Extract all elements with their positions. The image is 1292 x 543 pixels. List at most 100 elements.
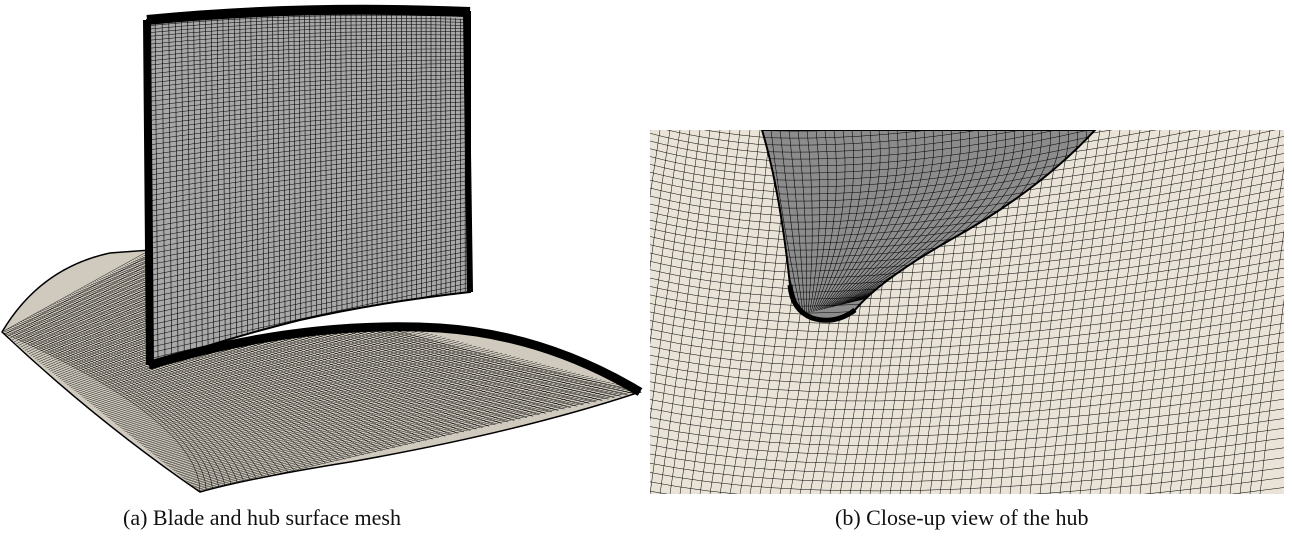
hub-mesh-lines	[2, 250, 640, 492]
hub-pitchwise-line	[158, 361, 533, 460]
closeup-mesh-column	[1009, 130, 1061, 494]
closeup-mesh-column	[1059, 130, 1111, 494]
hub-streamwise-line	[69, 295, 402, 447]
closeup-mesh-column	[719, 130, 771, 494]
hub-pitchwise-line	[143, 350, 494, 447]
hub-pitchwise-line	[168, 368, 559, 468]
blade-chordwise-line	[147, 163, 470, 207]
closeup-blade-line	[820, 130, 881, 310]
closeup-mesh-column	[669, 130, 721, 494]
blade-chordwise-line	[147, 137, 470, 176]
blade-chordwise-line	[147, 264, 470, 332]
hub-pitchwise-line	[183, 378, 598, 480]
blade-chordwise-line	[147, 146, 470, 186]
blade-chordwise-line	[147, 70, 470, 93]
hub-pitchwise-line	[2, 250, 151, 333]
hub-streamwise-line	[29, 316, 282, 474]
hub-streamwise-line	[16, 323, 245, 483]
blade-spanwise-line	[193, 15, 197, 357]
closeup-mesh-row	[650, 295, 1284, 341]
closeup-blade-line	[797, 130, 807, 314]
closeup-mesh-column	[650, 130, 701, 494]
blade-spanwise-line	[272, 9, 275, 339]
hub-pitchwise-line	[178, 375, 585, 476]
hub-pitchwise-line	[199, 389, 640, 492]
hub-pitchwise-line	[142, 349, 490, 446]
closeup-mesh-column	[650, 130, 661, 198]
hub-pitchwise-line	[173, 371, 572, 472]
blade-chordwise-line	[147, 268, 470, 338]
blade-spanwise-line	[410, 12, 413, 306]
blade-chordwise-line	[147, 133, 470, 171]
hub-streamwise-line	[6, 329, 213, 490]
blade-chordwise-line	[147, 78, 470, 102]
closeup-mesh-row	[650, 231, 1284, 283]
blade-spanwise-line	[330, 9, 333, 326]
hub-dense-band	[148, 322, 643, 396]
hub-streamwise-line	[67, 296, 395, 448]
closeup-mesh-column	[1159, 130, 1211, 494]
hub-streamwise-line	[4, 330, 207, 491]
closeup-blade-line	[827, 130, 917, 309]
figure-panel-a	[0, 0, 645, 500]
blade-spanwise-line	[174, 17, 179, 361]
closeup-mesh-column	[1209, 130, 1261, 494]
closeup-mesh-row	[650, 323, 1284, 367]
hub-streamwise-line	[8, 328, 220, 488]
blade-chordwise-line	[147, 105, 470, 136]
closeup-blade-line	[835, 130, 961, 307]
blade-chordwise-line	[147, 180, 470, 228]
closeup-blade-line	[825, 130, 908, 309]
closeup-mesh-row	[650, 341, 1284, 384]
blade-chordwise-line	[147, 142, 470, 181]
hub-pitchwise-line	[153, 357, 520, 456]
blade-chordwise-line	[147, 81, 470, 107]
blade-spanwise-line	[216, 13, 220, 352]
closeup-mesh-column	[709, 130, 761, 494]
blade-chordwise-line	[147, 259, 470, 326]
blade-spanwise-line	[350, 9, 353, 321]
hub-streamwise-line	[31, 315, 289, 473]
closeup-mesh-row	[650, 437, 1284, 473]
hub-pitchwise-line	[185, 379, 602, 481]
closeup-blade-row	[762, 130, 1095, 167]
hub-pitchwise-line	[120, 334, 433, 428]
blade-spanwise-line	[211, 13, 215, 353]
blade-chordwise-line	[147, 150, 470, 192]
blade-chordwise-line	[147, 246, 470, 310]
blade-chordwise-line	[147, 89, 470, 117]
closeup-blade-line	[817, 130, 863, 311]
closeup-mesh-column	[1049, 130, 1101, 494]
closeup-blade-line	[841, 130, 997, 305]
closeup-mesh-column	[650, 130, 671, 269]
hub-pitchwise-line	[163, 364, 546, 464]
hub-pitchwise-line	[140, 348, 486, 445]
blade-chordwise-line	[147, 109, 470, 141]
closeup-mesh-row	[650, 304, 1284, 350]
hub-streamwise-line	[12, 326, 232, 485]
blade-chordwise-line	[147, 27, 470, 41]
blade-spanwise-line	[250, 10, 254, 344]
hub-pitchwise-line	[167, 366, 555, 466]
closeup-mesh-column	[1229, 130, 1281, 494]
blade-chordwise-line	[147, 63, 470, 84]
blade-spanwise-line	[205, 14, 209, 354]
closeup-mesh-row	[650, 332, 1284, 376]
closeup-mesh-column	[1119, 130, 1171, 494]
blade-spanwise-line	[239, 11, 243, 347]
closeup-mesh-column	[650, 130, 681, 345]
closeup-blade-line	[779, 130, 804, 315]
closeup-mesh-row	[650, 408, 1284, 446]
blade-chordwise-line	[147, 34, 470, 49]
blade-chordwise-line	[147, 201, 470, 255]
hub-pitchwise-line	[162, 363, 542, 462]
blade-spanwise-line	[181, 16, 185, 359]
hub-streamwise-line	[27, 318, 276, 475]
hub-pitchwise-line	[190, 382, 615, 485]
closeup-mesh-column	[1179, 130, 1231, 494]
hub-pitchwise-line	[132, 342, 464, 438]
closeup-mesh-column	[1129, 130, 1181, 494]
closeup-mesh-row	[650, 258, 1284, 308]
closeup-mesh-column	[659, 130, 711, 494]
hub-closeup-image	[650, 130, 1284, 494]
